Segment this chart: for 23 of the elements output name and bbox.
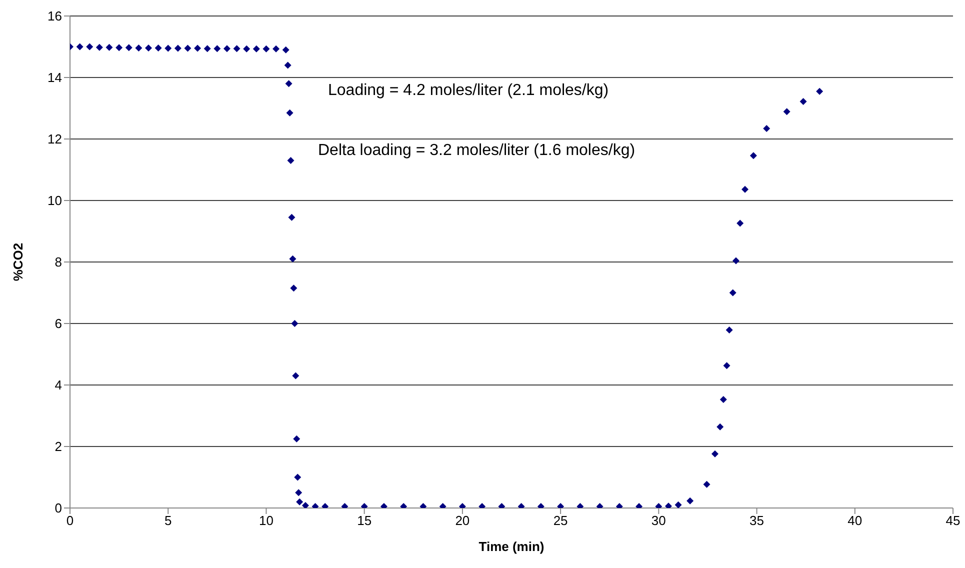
x-tick-label: 5: [164, 513, 172, 528]
y-tick-label: 16: [48, 8, 62, 24]
y-tick-label: 0: [54, 500, 62, 516]
x-axis-title: Time (min): [478, 539, 544, 554]
y-tick-label: 8: [54, 254, 62, 270]
x-tick-label: 15: [357, 513, 372, 528]
y-tick-label: 14: [48, 70, 62, 86]
x-tick-label: 0: [66, 513, 74, 528]
y-tick-label: 10: [48, 193, 62, 208]
x-tick-label: 35: [750, 513, 764, 528]
x-tick-label: 10: [258, 513, 274, 528]
annotation: Loading = 4.2 moles/liter (2.1 moles/kg): [328, 82, 609, 100]
annotation: Delta loading = 3.2 moles/liter (1.6 moles/kg): [318, 142, 636, 160]
y-axis-title: %CO2: [10, 242, 26, 282]
y-tick-label: 2: [54, 439, 62, 454]
y-tick-label: 6: [54, 316, 62, 332]
x-tick-label: 25: [553, 513, 568, 528]
x-tick-label: 30: [651, 513, 666, 528]
x-tick-label: 20: [455, 513, 470, 528]
y-tick-label: 4: [54, 378, 62, 393]
x-tick-label: 45: [946, 513, 960, 528]
y-tick-label: 12: [48, 132, 62, 147]
x-tick-label: 40: [848, 513, 862, 528]
